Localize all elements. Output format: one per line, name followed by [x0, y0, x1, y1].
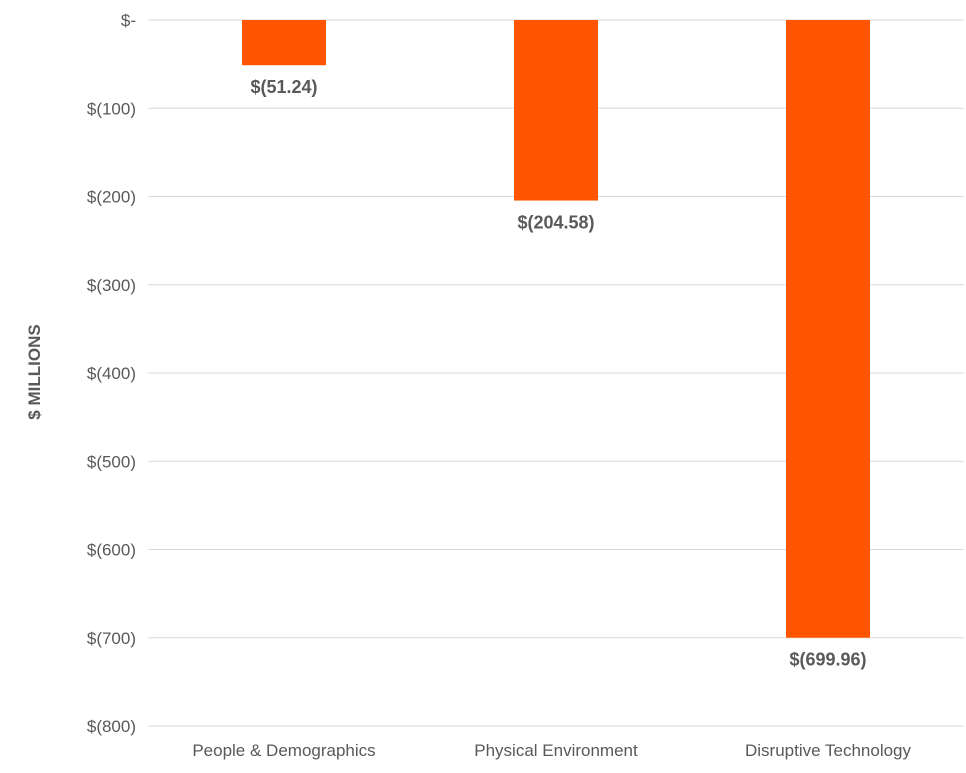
x-category-label: People & Demographics [192, 741, 375, 760]
y-tick-label: $(400) [87, 364, 136, 383]
y-tick-label: $(300) [87, 276, 136, 295]
bar-1 [514, 20, 598, 201]
gridlines [148, 19, 964, 727]
y-tick-label: $(800) [87, 717, 136, 736]
y-axis-ticks: $- $(100) $(200) $(300) $(400) $(500) $(600) $(… [87, 11, 136, 736]
data-label: $(51.24) [250, 77, 317, 97]
bars [242, 20, 870, 638]
y-tick-label: $- [121, 11, 136, 30]
y-tick-label: $(600) [87, 541, 136, 560]
data-labels: $(51.24) $(204.58) $(699.96) [250, 77, 866, 669]
bar-0 [242, 20, 326, 66]
y-tick-label: $(100) [87, 99, 136, 118]
data-label: $(699.96) [789, 650, 866, 670]
y-tick-label: $(700) [87, 629, 136, 648]
x-category-label: Disruptive Technology [745, 741, 911, 760]
bar-2 [786, 20, 870, 638]
y-axis-title: $ MILLIONS [25, 324, 44, 419]
x-axis-categories: People & Demographics Physical Environmen… [192, 741, 911, 760]
y-tick-label: $(500) [87, 452, 136, 471]
x-category-label: Physical Environment [474, 741, 638, 760]
data-label: $(204.58) [517, 213, 594, 233]
y-tick-label: $(200) [87, 188, 136, 207]
